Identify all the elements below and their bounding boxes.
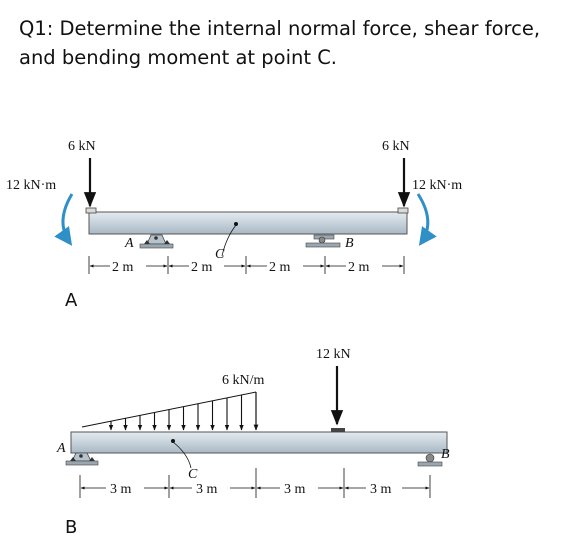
moment-label-right: 12 kN·m (412, 178, 462, 193)
roller-support-b (305, 234, 341, 248)
roller-support-b-b (417, 453, 443, 467)
beam-a (88, 211, 408, 235)
dim-b-1: 3 m (110, 482, 132, 497)
beam-b (70, 431, 448, 454)
question-text: Q1: Determine the internal normal force,… (19, 17, 541, 69)
part-a-label: A (65, 290, 78, 311)
moment-arrow-left (54, 193, 74, 246)
point-c-b-label: C (188, 467, 198, 482)
pin-support-a (139, 234, 174, 249)
force-label-right: 6 kN (382, 139, 410, 154)
dim-a-1: 2 m (112, 260, 134, 275)
dimension-line-b (79, 468, 431, 498)
figure-a: 6 kN 6 kN 12 kN·m 12 kN·m A B C (6, 139, 462, 275)
distributed-load-arrows (108, 394, 244, 431)
point-c-leader (221, 224, 237, 257)
force-label-left: 6 kN (68, 139, 96, 154)
part-b-label: B (65, 517, 78, 538)
point-c-label: C (215, 247, 225, 262)
point-c-marker (234, 222, 238, 226)
figure-b: 6 kN/m 12 kN A B C (56, 347, 450, 498)
moment-arrow-right (416, 193, 437, 246)
dim-a-4: 2 m (348, 260, 370, 275)
support-a-label: A (124, 236, 134, 251)
point-c-b-marker (171, 439, 175, 443)
support-b-a-label: A (56, 441, 66, 456)
dim-a-3: 2 m (269, 260, 291, 275)
pin-support-b-a (65, 452, 99, 466)
dimension-line-a (88, 256, 405, 274)
support-b-label: B (345, 236, 354, 251)
end-plate-left (85, 207, 97, 214)
dim-b-2: 3 m (196, 482, 218, 497)
end-plate-right (397, 207, 409, 214)
point-c-b-leader (172, 441, 192, 469)
dim-b-3: 3 m (284, 482, 306, 497)
dim-a-2: 2 m (191, 260, 213, 275)
support-b-b-label: B (441, 447, 450, 462)
distributed-load-label: 6 kN/m (222, 373, 265, 388)
point-load-label: 12 kN (316, 347, 351, 362)
moment-label-left: 12 kN·m (6, 178, 56, 193)
point-load-plate (331, 428, 345, 432)
dim-b-4: 3 m (370, 482, 392, 497)
